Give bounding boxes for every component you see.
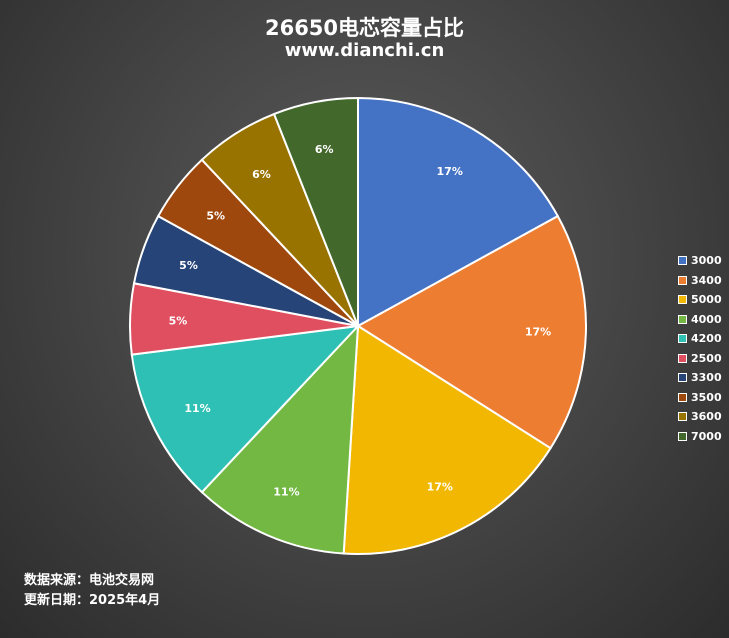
legend-label: 3500 [691,390,722,404]
legend-label: 3000 [691,254,722,268]
data-label-4200: 11% [184,402,210,415]
legend-swatch [678,412,687,422]
legend-label: 3600 [691,410,722,424]
legend-swatch [678,373,687,383]
pie-slice-3000 [357,96,560,328]
chart-subtitle: www.dianchi.cn [284,40,445,61]
chart-legend: 3000 3400 5000 4000 4200 2500 3300 3500 3600 7000 [678,251,722,446]
legend-item-3500: 3500 [678,388,722,408]
pie-slice-4200 [130,324,361,494]
legend-swatch [678,314,687,324]
chart-title: 26650电芯容量占比 [264,16,465,40]
legend-item-5000: 5000 [678,290,722,310]
legend-item-7000: 7000 [678,427,722,447]
data-label-3300: 5% [179,259,198,272]
legend-item-4000: 4000 [678,310,722,330]
legend-label: 7000 [691,429,722,443]
legend-label: 2500 [691,351,722,365]
legend-label: 4200 [691,332,722,346]
legend-label: 5000 [691,293,722,307]
pie-slice-5000 [342,324,552,555]
data-label-4000: 11% [273,485,299,498]
data-label-3000: 17% [437,165,463,178]
legend-item-2500: 2500 [678,349,722,369]
legend-item-3300: 3300 [678,368,722,388]
update-date-line: 更新日期：2025年4月 [24,593,161,608]
legend-item-3600: 3600 [678,407,722,427]
data-label-3400: 17% [525,326,551,339]
legend-swatch [678,392,687,402]
legend-swatch [678,334,687,344]
legend-label: 4000 [691,312,722,326]
legend-swatch [678,256,687,266]
data-label-2500: 5% [169,314,188,327]
data-label-3600: 6% [252,168,271,181]
legend-swatch [678,431,687,441]
legend-item-3000: 3000 [678,251,722,271]
legend-item-4200: 4200 [678,329,722,349]
data-label-7000: 6% [315,143,334,156]
data-label-5000: 17% [427,480,453,493]
legend-label: 3300 [691,371,722,385]
legend-item-3400: 3400 [678,271,722,291]
pie-slice-4000 [200,323,360,555]
data-source-note: 数据来源：电池交易网 更新日期：2025年4月 [24,571,160,611]
legend-label: 3400 [691,273,722,287]
legend-swatch [678,353,687,363]
legend-swatch [678,295,687,305]
legend-swatch [678,275,687,285]
data-label-3500: 5% [206,210,225,223]
pie-slice-7000 [272,96,359,327]
source-line: 数据来源：电池交易网 [24,573,155,588]
pie-slice-3400 [356,214,587,450]
